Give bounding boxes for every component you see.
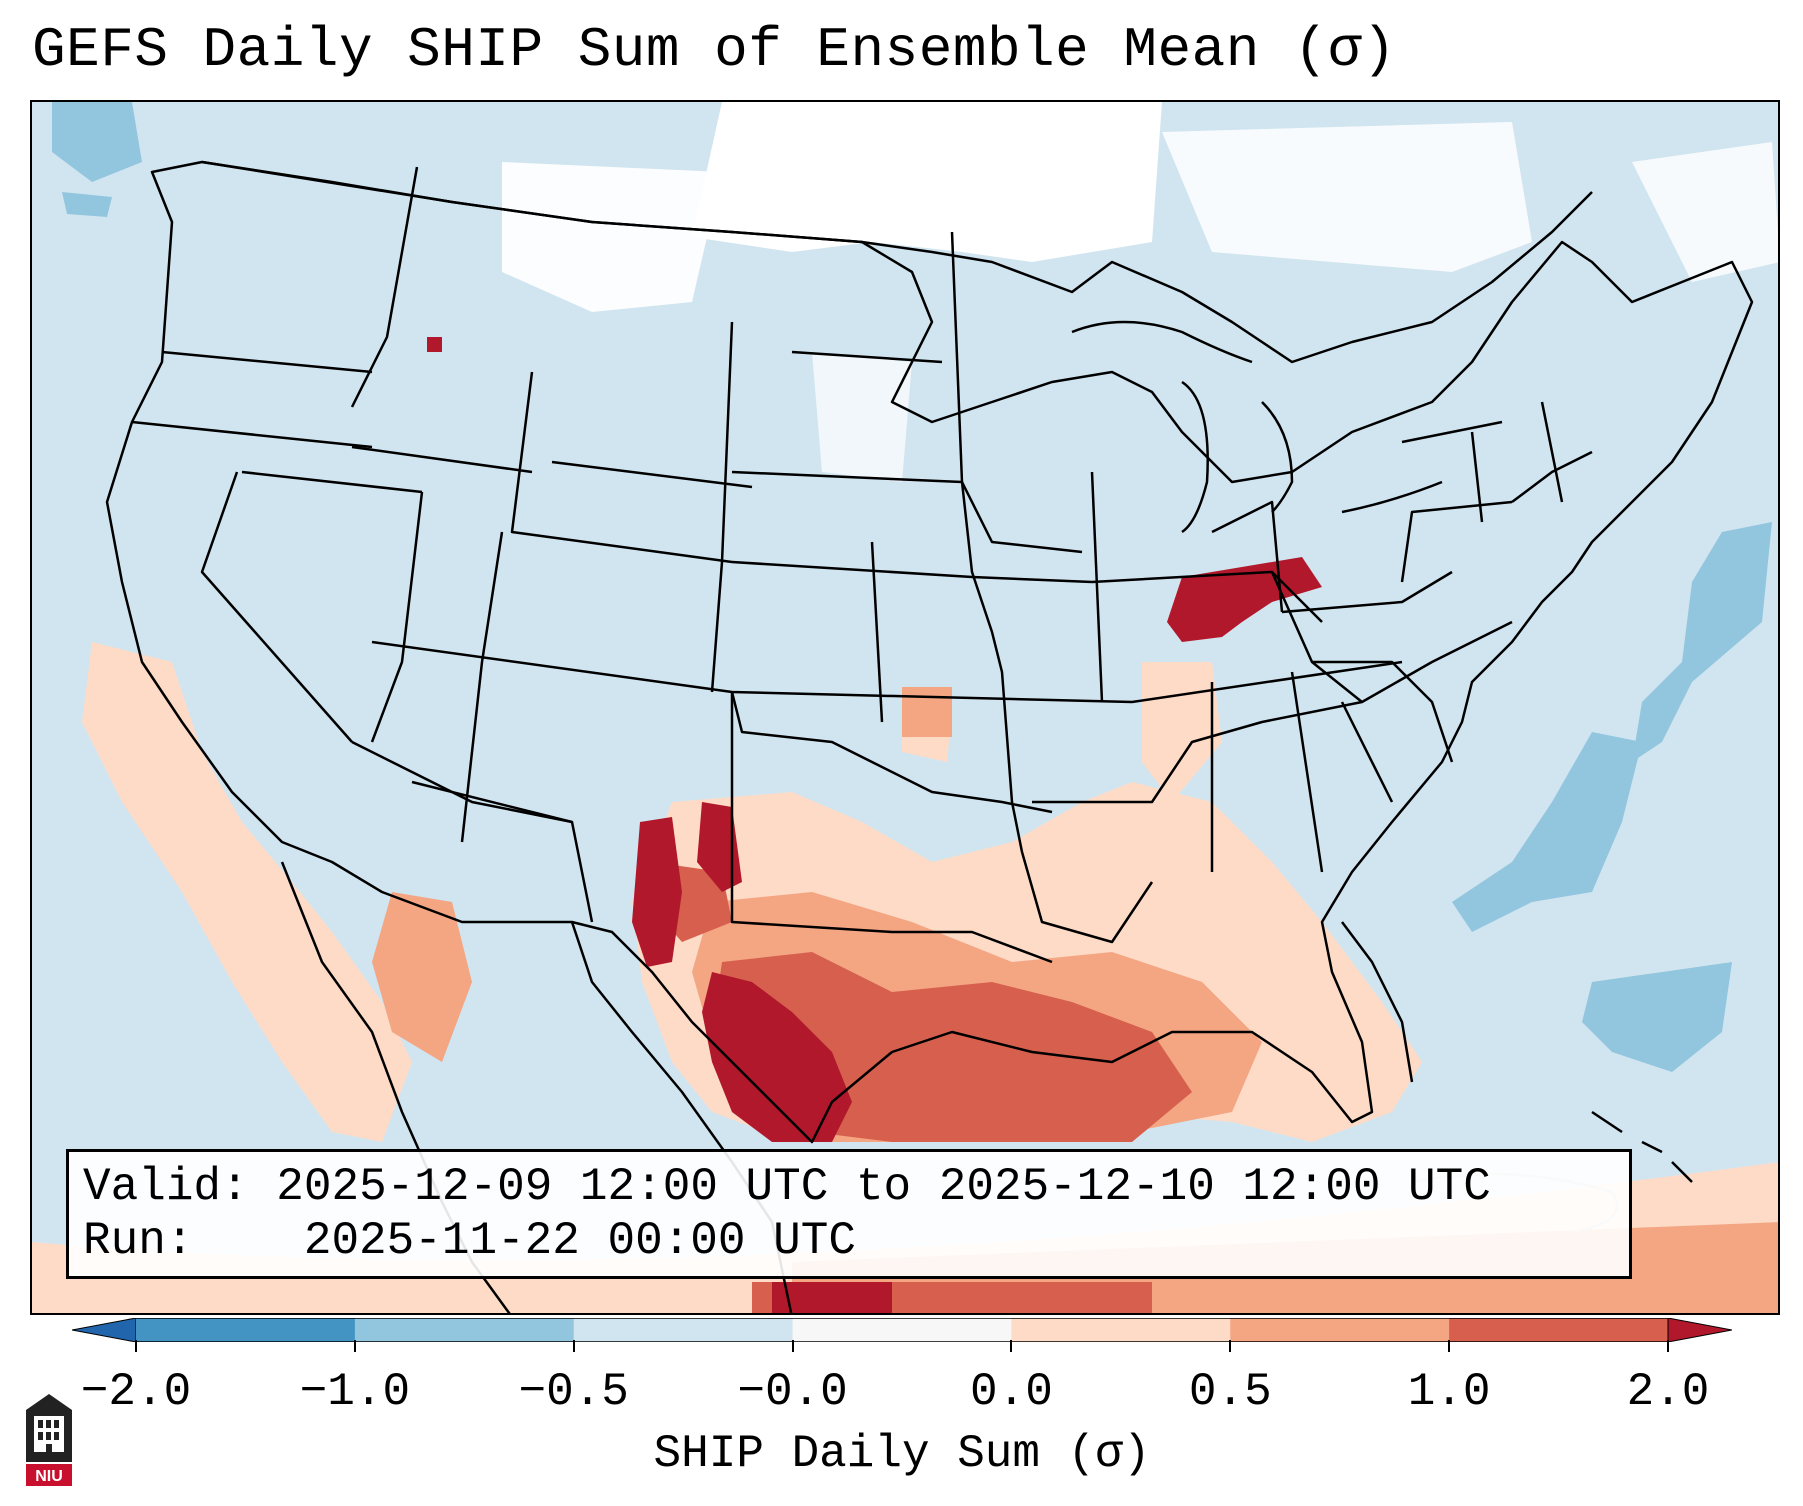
- colorbar-tick-label: 0.5: [1188, 1366, 1272, 1418]
- colorbar-bin-4: [1011, 1318, 1231, 1342]
- colorbar-tick-label: 1.0: [1407, 1366, 1491, 1418]
- colorbar-tick-label: −0.5: [518, 1366, 629, 1418]
- negative-anomaly-areas: [52, 102, 1772, 1072]
- run-label: Run:: [83, 1215, 194, 1267]
- colorbar-tick-mark: [791, 1340, 794, 1352]
- valid-label: Valid:: [83, 1161, 249, 1213]
- colorbar-tick-mark: [1667, 1340, 1669, 1352]
- colorbar-tick-label: −0.0: [737, 1366, 848, 1418]
- colorbar-tick-label: 2.0: [1626, 1366, 1710, 1418]
- colorbar-tick-mark: [1448, 1340, 1451, 1352]
- colorbar-tick-mark: [1229, 1340, 1232, 1352]
- colorbar-tick-label: −2.0: [80, 1366, 192, 1418]
- colorbar: [71, 1317, 1733, 1343]
- niu-logo: NIU: [20, 1392, 78, 1490]
- colorbar-tick-mark: [572, 1340, 575, 1352]
- validity-info-box: Valid: 2025-12-09 12:00 UTC to 2025-12-1…: [66, 1149, 1632, 1279]
- colorbar-tick-mark: [135, 1340, 137, 1352]
- valid-value: 2025-12-09 12:00 UTC to 2025-12-10 12:00…: [276, 1161, 1491, 1213]
- neutral-anomaly-areas: [502, 102, 1778, 482]
- colorbar-extend-high: [1667, 1317, 1733, 1343]
- colorbar-tick-label: −1.0: [299, 1366, 411, 1418]
- colorbar-tick-label: 0.0: [970, 1366, 1053, 1418]
- colorbar-bin-0: [136, 1318, 356, 1342]
- valid-line: Valid: 2025-12-09 12:00 UTC to 2025-12-1…: [83, 1160, 1615, 1214]
- colorbar-label: SHIP Daily Sum (σ): [653, 1428, 1151, 1480]
- us-outline: [105, 160, 1754, 1144]
- run-line: Run: 2025-11-22 00:00 UTC: [83, 1214, 1615, 1268]
- colorbar-bin-3: [792, 1318, 1012, 1342]
- colorbar-bin-5: [1230, 1318, 1450, 1342]
- map-title: GEFS Daily SHIP Sum of Ensemble Mean (σ): [32, 18, 1397, 82]
- logo-text: NIU: [35, 1468, 63, 1485]
- map-panel: [30, 100, 1780, 1315]
- run-value: 2025-11-22 00:00 UTC: [303, 1215, 856, 1267]
- colorbar-tick-mark: [353, 1340, 356, 1352]
- colorbar-tick-mark: [1010, 1340, 1013, 1352]
- colorbar-extend-low: [71, 1317, 137, 1343]
- colorbar-bin-2: [573, 1318, 794, 1342]
- map-canvas: [32, 102, 1778, 1313]
- colorbar-svg: [71, 1317, 1733, 1343]
- colorbar-bin-1: [354, 1318, 575, 1342]
- colorbar-bin-6: [1449, 1318, 1669, 1342]
